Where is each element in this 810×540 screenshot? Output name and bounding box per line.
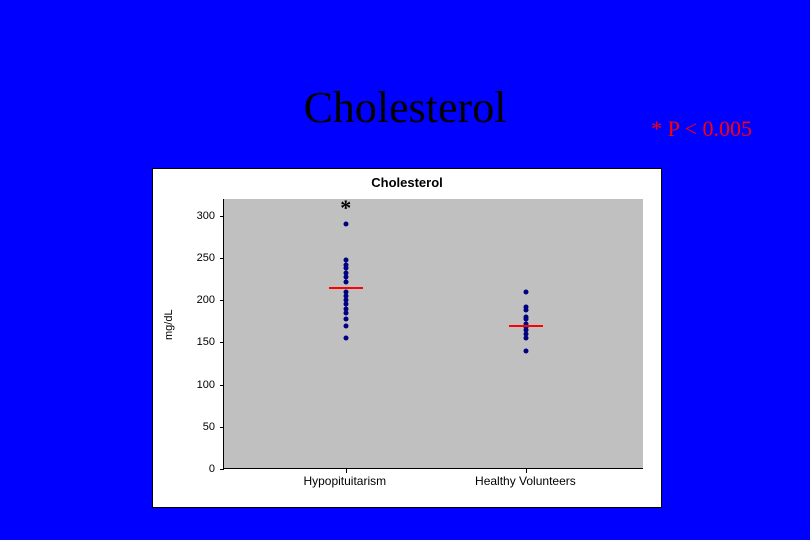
ytick-label: 250 — [185, 252, 215, 264]
ytick-label: 50 — [185, 421, 215, 433]
data-point — [343, 310, 348, 315]
ytick-mark — [220, 216, 224, 217]
xtick-mark — [526, 469, 527, 473]
ytick-mark — [220, 258, 224, 259]
chart-title: Cholesterol — [153, 175, 661, 190]
data-point — [524, 348, 529, 353]
data-point — [524, 336, 529, 341]
significance-asterisk: * — [340, 195, 351, 221]
ytick-mark — [220, 300, 224, 301]
data-point — [343, 279, 348, 284]
mean-bar — [329, 287, 363, 289]
plot-area: * — [223, 199, 643, 469]
data-point — [343, 222, 348, 227]
xtick-mark — [346, 469, 347, 473]
chart-container: Cholesterol mg/dL * 0 50 100 150 200 250 300 Hy… — [152, 168, 662, 508]
ytick-label: 150 — [185, 336, 215, 348]
data-point — [524, 289, 529, 294]
ytick-label: 0 — [185, 463, 215, 475]
ytick-mark — [220, 469, 224, 470]
ytick-mark — [220, 342, 224, 343]
data-point — [343, 336, 348, 341]
data-point — [343, 316, 348, 321]
xtick-label: Hypopituitarism — [303, 474, 386, 488]
ytick-label: 200 — [185, 294, 215, 306]
data-point — [524, 308, 529, 313]
ytick-mark — [220, 385, 224, 386]
xtick-label: Healthy Volunteers — [475, 474, 576, 488]
mean-bar — [509, 325, 543, 327]
pvalue-annotation: * P < 0.005 — [651, 116, 752, 142]
data-point — [343, 323, 348, 328]
ytick-mark — [220, 427, 224, 428]
ytick-label: 100 — [185, 379, 215, 391]
y-axis-label: mg/dL — [163, 309, 175, 340]
ytick-label: 300 — [185, 210, 215, 222]
